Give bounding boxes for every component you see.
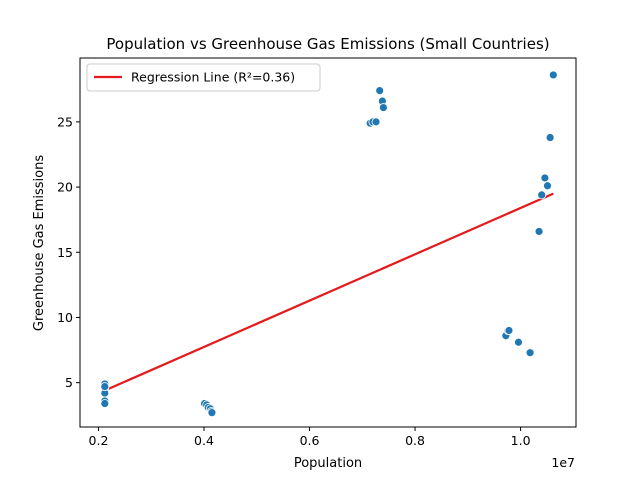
data-point	[525, 348, 535, 358]
data-point	[371, 117, 381, 127]
data-point	[545, 133, 555, 142]
data-point	[514, 337, 523, 347]
data-point	[379, 103, 388, 112]
x-tick-label: 0.2	[89, 433, 109, 448]
y-tick-label: 15	[57, 245, 73, 260]
x-tick-label: 0.4	[194, 433, 214, 448]
data-point	[534, 227, 544, 236]
y-tick-label: 5	[65, 375, 73, 390]
data-point	[540, 173, 550, 183]
data-point	[100, 399, 110, 408]
data-point	[537, 190, 547, 200]
plot-layer: 0.2 0.4 0.6 0.8 1.0 5 10 15 20 25	[57, 57, 577, 448]
legend-label: Regression Line (R²=0.36)	[131, 70, 295, 85]
x-tick-label: 0.6	[300, 433, 320, 448]
data-point	[543, 181, 552, 191]
y-tick-label: 20	[57, 180, 73, 195]
y-tick-label: 25	[57, 114, 73, 129]
x-tick-label: 0.8	[405, 433, 425, 448]
regression-line	[104, 192, 554, 392]
data-point	[548, 70, 558, 80]
data-point	[100, 382, 110, 391]
y-tick-label: 10	[57, 310, 73, 325]
legend-box	[86, 63, 321, 92]
y-axis-label: Greenhouse Gas Emissions	[32, 155, 47, 331]
x-tick-label: 1.0	[511, 433, 531, 448]
plot-frame	[79, 57, 577, 428]
x-axis-label: Population	[294, 456, 362, 471]
data-point	[504, 326, 514, 335]
data-point	[375, 86, 385, 95]
x-axis-offset-label: 1e7	[551, 455, 575, 470]
data-point	[207, 408, 217, 418]
chart-title: Population vs Greenhouse Gas Emissions (…	[106, 35, 549, 53]
legend: Regression Line (R²=0.36)	[86, 63, 321, 92]
